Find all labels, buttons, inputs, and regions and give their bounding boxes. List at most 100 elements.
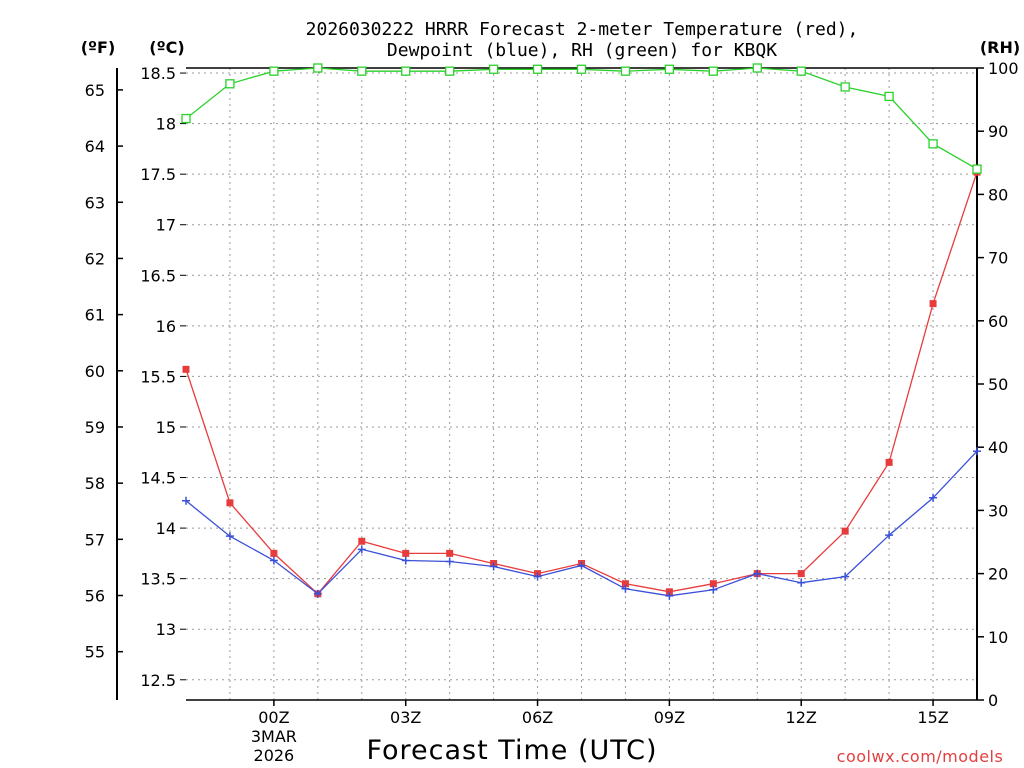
temperature-point xyxy=(226,499,234,507)
rh-point xyxy=(708,66,718,76)
rh-point xyxy=(928,139,938,149)
dewpoint-point xyxy=(797,578,806,587)
celsius-tick-label: 14.5 xyxy=(140,469,176,488)
dewpoint-point xyxy=(841,572,850,581)
temperature-point xyxy=(358,537,366,545)
rh-tick-label: 10 xyxy=(988,628,1008,647)
celsius-tick-label: 18 xyxy=(156,115,176,134)
tick-labels: 12.5 13 13.5 14 14.5 15 15.5 16 16.5 17 17.5 18 18.5… xyxy=(85,59,1019,765)
fahrenheit-tick-label: 59 xyxy=(85,418,105,437)
rh-point xyxy=(620,66,631,76)
rh-point xyxy=(313,63,323,73)
x-tick-label: 00Z xyxy=(258,708,289,727)
dewpoint-point xyxy=(621,584,630,593)
rh-point xyxy=(752,63,762,73)
dewpoint-point xyxy=(269,556,278,565)
rh-point xyxy=(488,64,499,74)
temperature-point xyxy=(841,527,849,535)
gridlines xyxy=(186,68,977,700)
dewpoint-point xyxy=(357,545,366,554)
rh-tick-label: 90 xyxy=(988,122,1008,141)
rh-tick-label: 100 xyxy=(988,59,1019,78)
x-tick-label: 03Z xyxy=(390,708,421,727)
dewpoint-point xyxy=(665,591,674,600)
fahrenheit-tick-label: 57 xyxy=(85,530,105,549)
celsius-unit-label: (ºC) xyxy=(149,38,184,57)
fahrenheit-tick-label: 62 xyxy=(85,249,105,268)
rh-point xyxy=(796,66,806,76)
celsius-tick-label: 15 xyxy=(156,418,176,437)
fahrenheit-tick-label: 64 xyxy=(85,137,105,156)
rh-unit-label: (RH) xyxy=(980,38,1020,57)
temperature-point xyxy=(621,580,629,588)
temperature-point xyxy=(665,588,673,596)
rh-tick-label: 50 xyxy=(988,375,1008,394)
temperature-point xyxy=(270,549,278,557)
x-tick-label: 15Z xyxy=(917,708,948,727)
dewpoint-point xyxy=(929,493,938,502)
rh-point xyxy=(576,64,587,74)
rh-tick-label: 60 xyxy=(988,312,1008,331)
fahrenheit-tick-label: 55 xyxy=(85,643,105,662)
fahrenheit-tick-label: 56 xyxy=(85,587,105,606)
dewpoint-point xyxy=(577,561,586,570)
rh-point xyxy=(225,79,235,89)
fahrenheit-tick-label: 58 xyxy=(85,474,105,493)
fahrenheit-tick-label: 60 xyxy=(85,362,105,381)
dewpoint-point xyxy=(489,562,498,571)
rh-tick-label: 30 xyxy=(988,501,1008,520)
axes xyxy=(116,67,984,706)
rh-point xyxy=(532,64,543,74)
x-tick-sublabel-year: 2026 xyxy=(254,746,295,765)
data-series xyxy=(181,63,982,600)
rh-point xyxy=(445,66,455,76)
rh-tick-label: 80 xyxy=(988,185,1008,204)
x-tick-label: 12Z xyxy=(786,708,817,727)
fahrenheit-tick-label: 61 xyxy=(85,306,105,325)
rh-point xyxy=(181,113,191,124)
celsius-tick-label: 18.5 xyxy=(140,64,176,83)
celsius-tick-label: 13.5 xyxy=(140,570,176,589)
dewpoint-point xyxy=(885,531,894,540)
temperature-point xyxy=(402,549,410,557)
chart-title-line1: 2026030222 HRRR Forecast 2-meter Tempera… xyxy=(306,19,859,40)
dewpoint-point xyxy=(225,532,234,541)
x-tick-sublabel-month: 3MAR xyxy=(251,727,297,746)
rh-tick-label: 70 xyxy=(988,249,1008,268)
celsius-tick-label: 13 xyxy=(156,620,176,639)
fahrenheit-tick-label: 63 xyxy=(85,193,105,212)
x-axis-label: Forecast Time (UTC) xyxy=(366,735,657,766)
celsius-tick-label: 16.5 xyxy=(140,266,176,285)
celsius-tick-label: 15.5 xyxy=(140,367,176,386)
rh-point xyxy=(357,66,367,76)
rh-point xyxy=(401,66,411,76)
rh-tick-label: 0 xyxy=(988,691,998,710)
dewpoint-point xyxy=(709,585,718,594)
celsius-tick-label: 14 xyxy=(156,519,176,538)
celsius-tick-label: 17 xyxy=(156,216,176,235)
temperature-point xyxy=(182,365,190,373)
fahrenheit-tick-label: 65 xyxy=(85,81,105,100)
dewpoint-point xyxy=(533,572,542,581)
temperature-point xyxy=(446,549,454,557)
dewpoint-line xyxy=(185,450,978,597)
dewpoint-point xyxy=(445,557,454,566)
rh-point xyxy=(664,64,675,74)
x-tick-label: 09Z xyxy=(654,708,685,727)
dewpoint-point xyxy=(401,556,410,565)
dewpoint-point xyxy=(753,569,762,578)
credit-text: coolwx.com/models xyxy=(837,747,1004,766)
rh-point xyxy=(884,91,894,102)
chart-title-line2: Dewpoint (blue), RH (green) for KBQK xyxy=(387,40,777,61)
dewpoint-point xyxy=(973,447,981,456)
temperature-point xyxy=(885,458,893,466)
celsius-tick-label: 16 xyxy=(156,317,176,336)
dewpoint-point xyxy=(182,496,190,505)
temperature-point xyxy=(709,580,717,588)
fahrenheit-unit-label: (ºF) xyxy=(81,38,116,57)
celsius-tick-label: 12.5 xyxy=(140,671,176,690)
x-tick-label: 06Z xyxy=(522,708,553,727)
temperature-point xyxy=(797,570,805,578)
temperature-point xyxy=(929,300,937,308)
